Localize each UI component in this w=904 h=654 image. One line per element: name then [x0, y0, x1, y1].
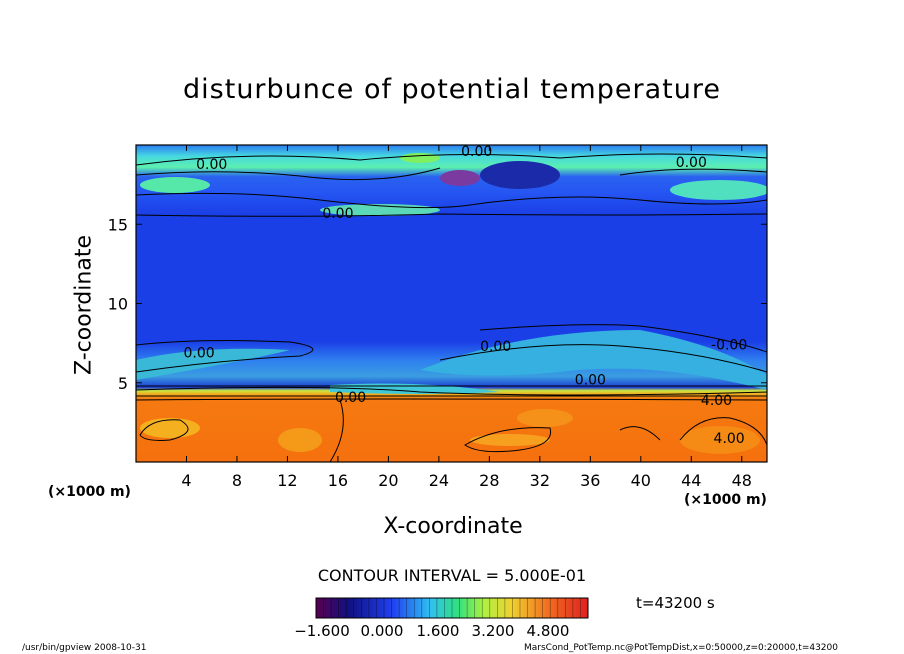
contour-line [136, 192, 767, 209]
y-tick-label: 5 [118, 374, 128, 393]
y-tick-label: 10 [108, 295, 128, 314]
contour-label: -0.00 [711, 337, 747, 353]
field-patch [140, 418, 200, 438]
plot-area: 0.00 0.00 0.00 0.00 0.00 0.00 -0.00 0.00 0.00 4.0… [108, 144, 768, 490]
contour-line [136, 340, 314, 373]
colorbar-label: −1.600 [294, 622, 350, 640]
contour-interval-label: CONTOUR INTERVAL = 5.000E-01 [317, 566, 587, 585]
y-tick-label: 15 [108, 215, 128, 234]
contour-label: 0.00 [184, 345, 215, 361]
x-tick-label: 12 [277, 471, 297, 490]
x-tick-label: 36 [580, 471, 600, 490]
time-label: t=43200 s [636, 594, 715, 612]
contour-line [136, 167, 441, 181]
x-tick-label: 32 [530, 471, 550, 490]
x-ticks: 4 8 12 16 20 24 28 32 36 40 44 48 [181, 145, 752, 490]
x-tick-label: 48 [732, 471, 752, 490]
x-tick-label: 8 [232, 471, 242, 490]
field-patch [440, 170, 480, 186]
field-patch [670, 180, 767, 200]
field-patch [420, 330, 767, 390]
contour-line [136, 398, 767, 401]
colorbar-label: 3.200 [471, 622, 515, 640]
x-tick-label: 20 [378, 471, 398, 490]
contour-line [136, 153, 767, 166]
y-axis-unit: (×1000 m) [48, 484, 131, 500]
contour-label: 0.00 [575, 372, 606, 388]
contour-line [136, 386, 767, 396]
contour-line [619, 168, 767, 176]
contour-line [329, 399, 344, 462]
field-patch [517, 409, 573, 427]
x-axis-unit: (×1000 m) [684, 492, 767, 508]
footer-left: /usr/bin/gpview 2008-10-31 [22, 643, 147, 653]
contour-label: 0.00 [196, 157, 227, 173]
contour-label: 0.00 [335, 390, 366, 406]
field-patch [136, 348, 290, 380]
colorbar-ticks [315, 598, 589, 618]
colorbar-label: 1.600 [416, 622, 460, 640]
x-tick-label: 40 [631, 471, 651, 490]
contour-label: 4.00 [714, 431, 745, 447]
contour-lines [136, 153, 767, 462]
contour-label: 0.00 [676, 155, 707, 171]
field-patch [680, 426, 760, 454]
x-tick-label: 24 [429, 471, 449, 490]
field-patch [470, 434, 550, 446]
field-patch [278, 428, 322, 452]
field-patch [140, 177, 210, 193]
colorbar-label: 0.000 [360, 622, 404, 640]
footer-right: MarsCond_PotTemp.nc@PotTempDist,x=0:5000… [524, 643, 838, 653]
field-patch [480, 161, 560, 189]
contour-label: 0.00 [480, 339, 511, 355]
contour-label: 4.00 [701, 393, 732, 409]
contour-line [439, 344, 767, 373]
contour-label-layer: 0.00 0.00 0.00 0.00 0.00 0.00 -0.00 0.00 0.00 4.0… [184, 144, 748, 447]
x-tick-label: 44 [681, 471, 701, 490]
contour-line [136, 213, 767, 217]
colorbar-label: 4.800 [526, 622, 570, 640]
y-ticks: 5 10 15 [108, 215, 767, 393]
field-features [136, 153, 767, 454]
contour-label: 0.00 [322, 206, 353, 222]
field-background [136, 145, 767, 462]
x-tick-label: 4 [181, 471, 191, 490]
x-tick-label: 16 [328, 471, 348, 490]
contour-line [139, 419, 189, 441]
x-axis-label: X-coordinate [383, 514, 523, 539]
contour-line [619, 426, 661, 441]
contour-line [679, 417, 767, 446]
field-patch [400, 153, 440, 163]
chart-title: disturbunce of potential temperature [183, 74, 721, 105]
contour-line [479, 324, 767, 353]
x-tick-label: 28 [479, 471, 499, 490]
contour-line [464, 427, 552, 453]
contour-label: 0.00 [461, 144, 492, 160]
